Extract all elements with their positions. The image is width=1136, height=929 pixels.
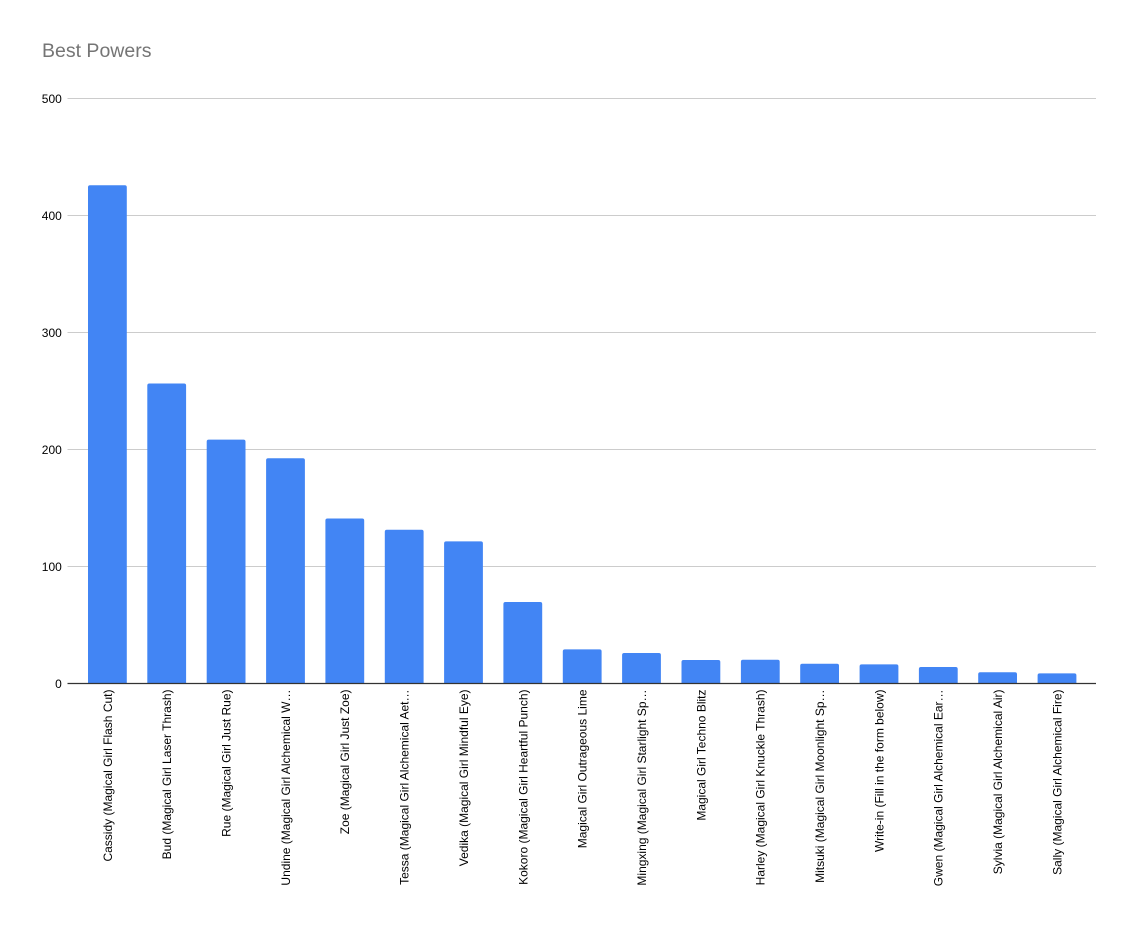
svg-text:Zoe (Magical Girl Just Zoe): Zoe (Magical Girl Just Zoe)	[338, 689, 352, 834]
svg-text:100: 100	[42, 560, 62, 574]
svg-text:Cassidy (Magical Girl Flash Cu: Cassidy (Magical Girl Flash Cut)	[101, 690, 115, 862]
svg-text:Bud (Magical Girl Laser Thrash: Bud (Magical Girl Laser Thrash)	[160, 690, 174, 860]
svg-text:400: 400	[42, 209, 62, 223]
svg-text:Mingxing (Magical Girl Starlig: Mingxing (Magical Girl Starlight Sp…	[635, 690, 649, 886]
svg-text:Gwen (Magical Girl Alchemical: Gwen (Magical Girl Alchemical Ear…	[932, 690, 946, 887]
svg-text:Magical Girl Outrageous Lime: Magical Girl Outrageous Lime	[576, 689, 590, 848]
svg-text:Magical Girl Techno Blitz: Magical Girl Techno Blitz	[694, 690, 708, 821]
svg-text:Rue (Magical Girl Just Rue): Rue (Magical Girl Just Rue)	[220, 689, 234, 836]
svg-text:Kokoro (Magical Girl Heartful: Kokoro (Magical Girl Heartful Punch)	[516, 689, 530, 884]
svg-text:200: 200	[42, 443, 62, 457]
svg-text:Sally (Magical Girl Alchemical: Sally (Magical Girl Alchemical Fire)	[1050, 689, 1064, 874]
svg-text:Harley (Magical Girl Knuckle T: Harley (Magical Girl Knuckle Thrash)	[754, 690, 768, 886]
svg-text:Sylvia (Magical Girl Alchemica: Sylvia (Magical Girl Alchemical Air)	[991, 690, 1005, 875]
svg-text:Mitsuki (Magical Girl Moonligh: Mitsuki (Magical Girl Moonlight Sp…	[813, 690, 827, 883]
svg-text:Best Powers: Best Powers	[42, 40, 152, 62]
svg-text:500: 500	[42, 92, 62, 106]
svg-text:300: 300	[42, 326, 62, 340]
svg-text:Vedika (Magical Girl Mindful E: Vedika (Magical Girl Mindful Eye)	[457, 690, 471, 867]
svg-text:0: 0	[55, 677, 62, 691]
svg-text:Write-in (Fill in the form bel: Write-in (Fill in the form below)	[872, 690, 886, 852]
svg-text:Undine (Magical Girl Alchemica: Undine (Magical Girl Alchemical W…	[279, 690, 293, 886]
svg-text:Tessa (Magical Girl Alchemical: Tessa (Magical Girl Alchemical Aet…	[398, 690, 412, 885]
